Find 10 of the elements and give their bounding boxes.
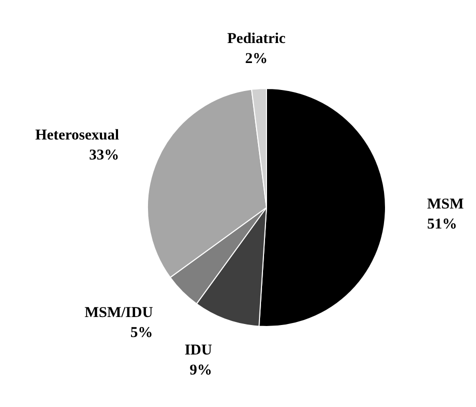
data-label: 51% xyxy=(427,216,458,233)
slice-label: IDU xyxy=(184,342,212,359)
data-label: 5% xyxy=(130,325,153,342)
slice-label: Pediatric xyxy=(227,31,286,48)
slice-label: MSM/IDU xyxy=(84,305,154,322)
data-label: 2% xyxy=(245,51,268,68)
slice-label: Heterosexual xyxy=(35,128,120,144)
data-label: 33% xyxy=(89,148,120,164)
slice-label: MSM xyxy=(427,196,464,213)
data-label: 9% xyxy=(190,362,212,379)
